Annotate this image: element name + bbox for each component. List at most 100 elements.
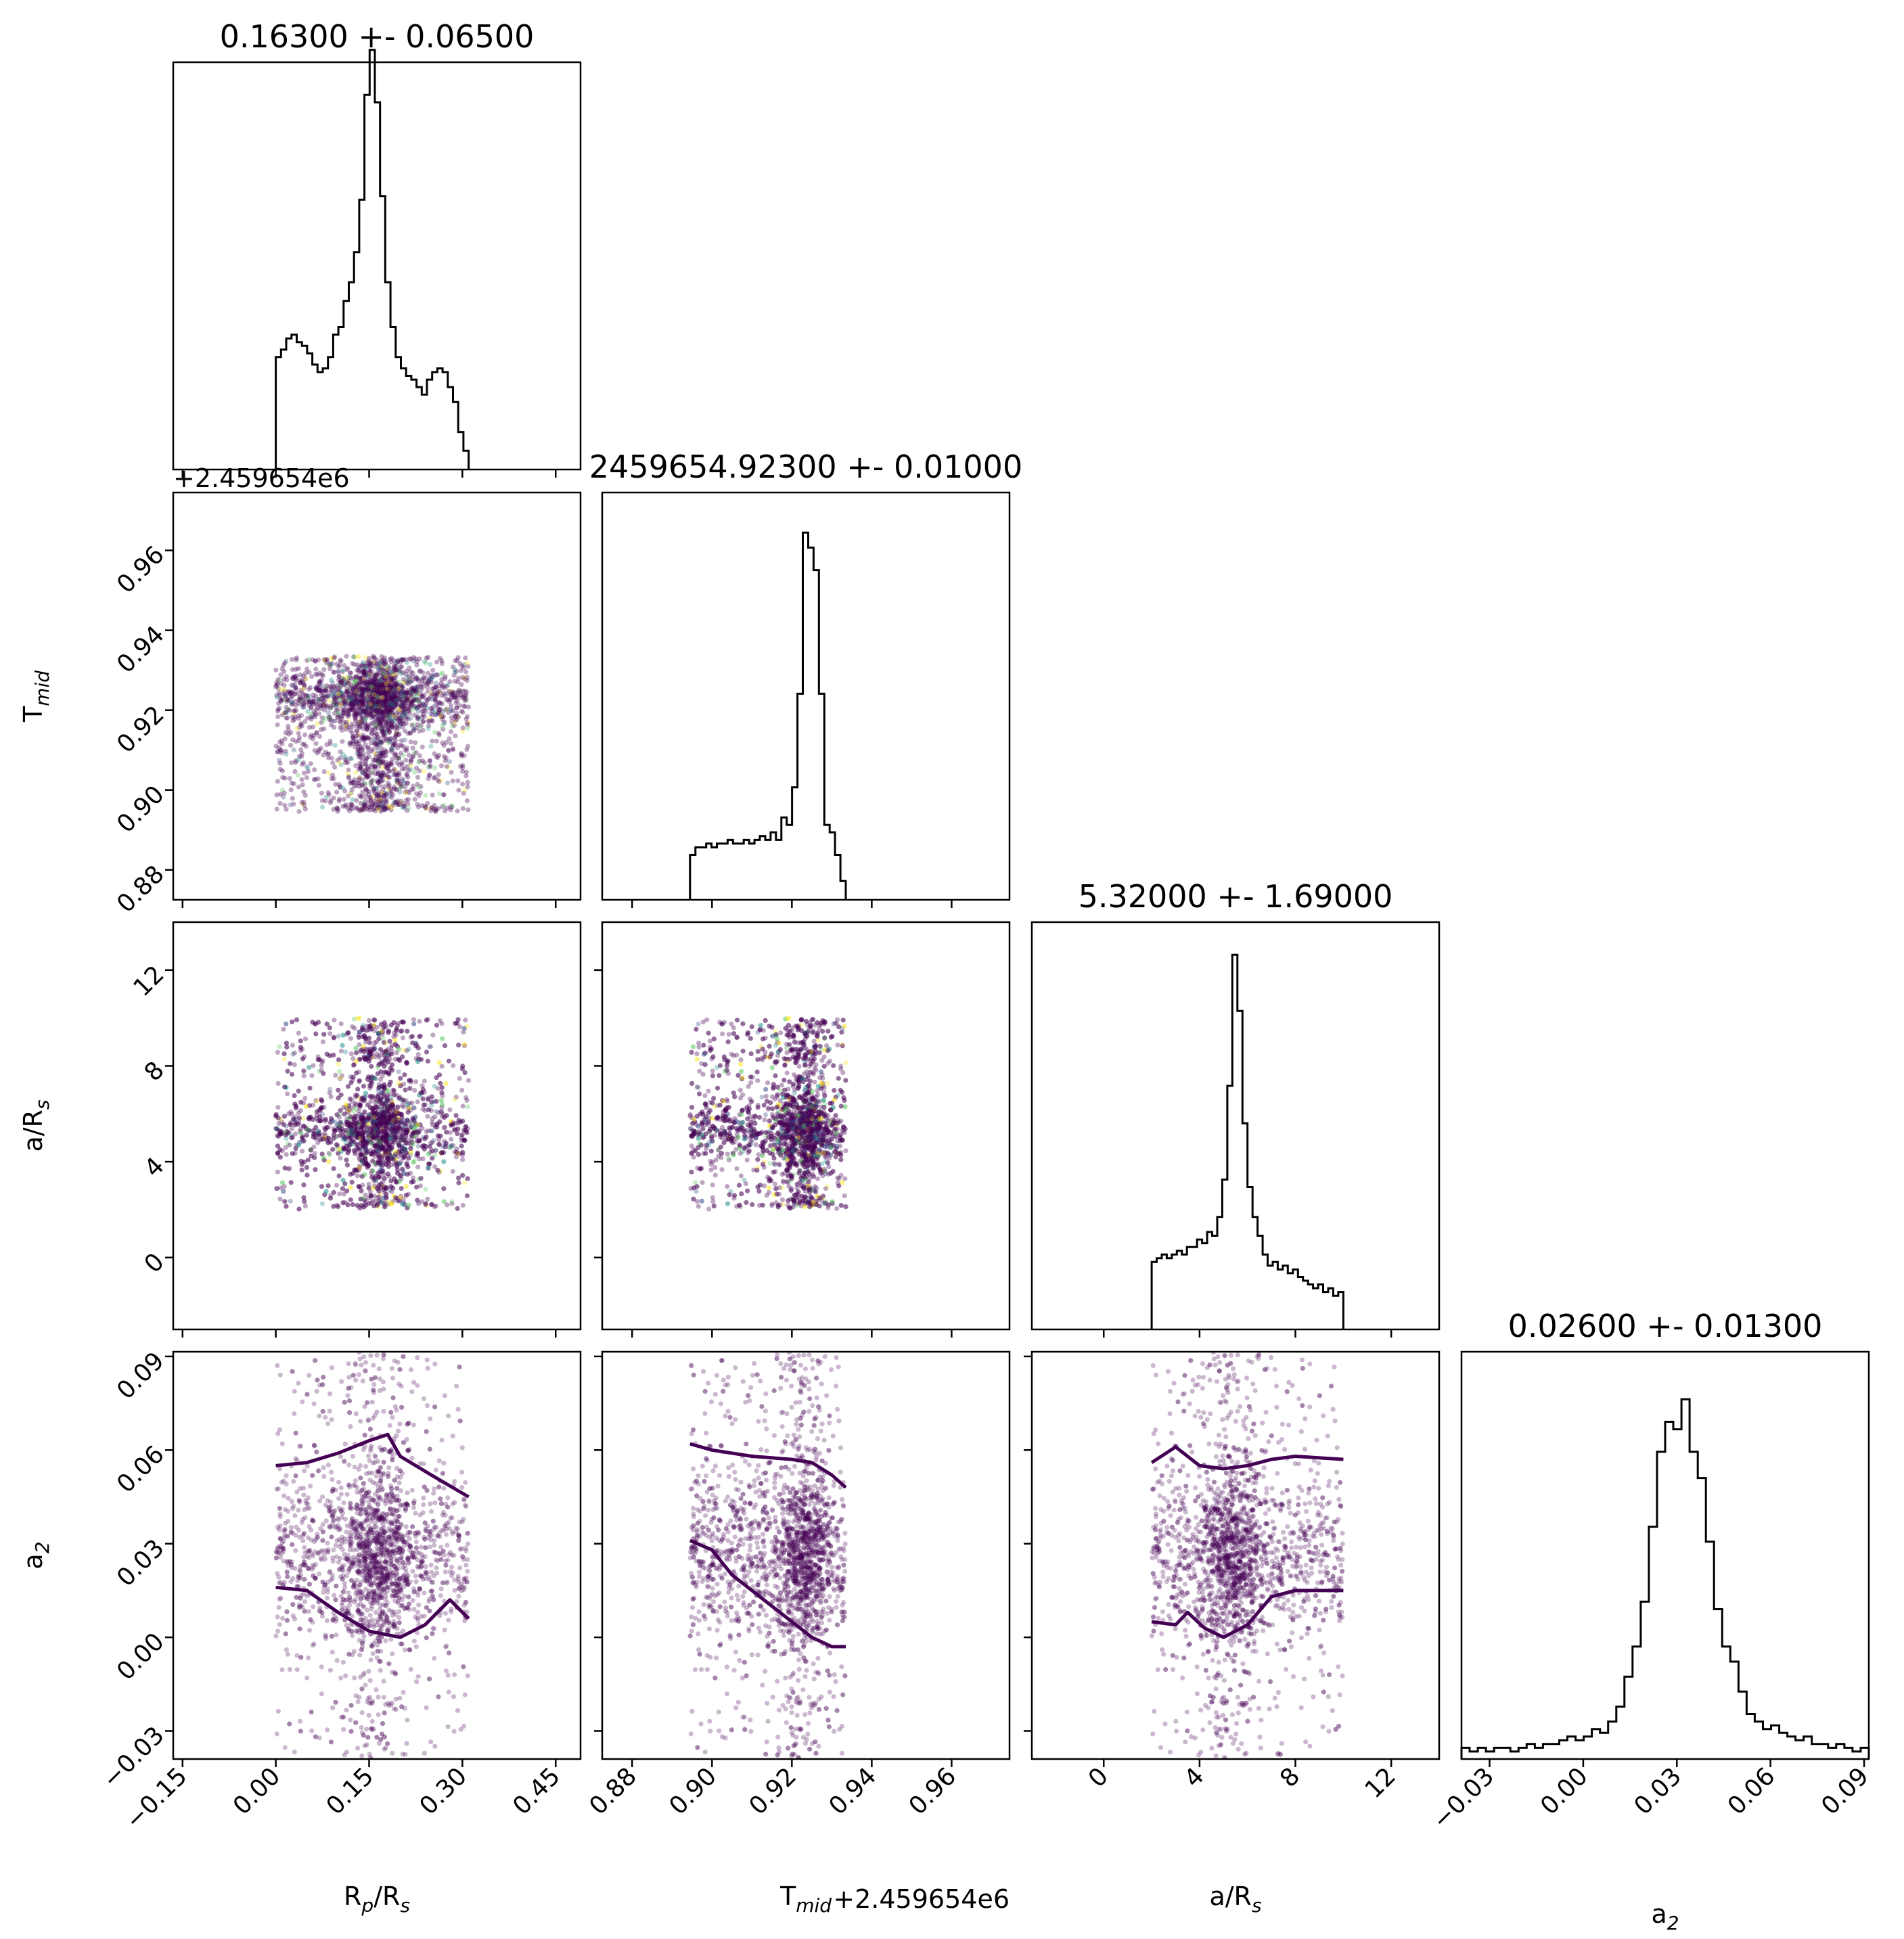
scatter-point [423,1187,428,1192]
scatter-point [376,719,382,725]
scatter-point [452,720,457,725]
scatter-point [399,798,404,804]
scatter-point [407,790,412,796]
scatter-point [367,1082,373,1088]
scatter-point [450,689,455,695]
scatter-point [390,691,395,696]
scatter-point [456,788,461,793]
scatter-point [464,678,470,683]
scatter-point [353,701,359,706]
scatter-point [410,670,415,676]
scatter-point [368,1193,373,1199]
scatter-point [357,1165,362,1170]
scatter-point [440,804,445,810]
scatter-point [349,695,355,701]
scatter-point [361,668,367,673]
scatter-point [371,702,377,708]
scatter-point [413,697,420,702]
scatter-point [400,1097,405,1103]
scatter-point [463,716,469,722]
scatter-point [408,704,413,710]
scatter-point [361,660,366,665]
scatter-point [369,672,376,678]
scatter-point [381,708,386,714]
scatter-point [393,687,399,693]
scatter-point [303,692,309,698]
scatter-point [338,716,344,721]
scatter-point [463,769,470,775]
scatter-point [367,684,372,689]
scatter-point [404,773,409,778]
scatter-point [393,703,399,708]
scatter-point [465,1104,471,1110]
scatter-point [365,774,370,779]
scatter-point [345,1202,350,1208]
scatter-point [405,675,411,680]
scatter-point [405,716,411,722]
scatter-point [365,704,371,710]
scatter-point [433,684,438,689]
scatter-point [361,807,367,813]
scatter-point [284,710,289,716]
scatter-point [381,728,386,733]
scatter-point [420,694,425,700]
scatter-point [338,658,343,663]
scatter-point [458,764,463,769]
scatter-point [332,685,338,690]
scatter-point [388,688,394,693]
scatter-point [386,710,392,715]
scatter-point [427,765,432,770]
scatter-point [378,709,384,714]
scatter-point [333,689,338,695]
scatter-point [456,675,461,681]
scatter-point [388,805,394,811]
scatter-point [290,683,296,689]
scatter-point [345,666,350,671]
scatter-point [403,721,409,726]
scatter-point [376,666,381,672]
scatter-point [336,675,342,680]
scatter-point [345,794,351,799]
scatter-point [368,736,373,742]
scatter-point [355,747,361,752]
scatter-point [448,804,453,810]
scatter-point [408,679,413,685]
scatter-point [378,1167,384,1172]
scatter-point [311,699,316,705]
scatter-point [367,677,373,683]
scatter-point [411,687,416,693]
scatter-point [350,687,356,692]
scatter-point [367,795,373,800]
scatter-point [362,724,367,729]
scatter-point [409,758,414,763]
scatter-point [371,679,376,685]
scatter-point [300,697,306,703]
scatter-point [401,657,406,662]
scatter-point [356,720,362,725]
scatter-point [413,706,420,711]
scatter-point [424,701,429,706]
scatter-point [437,689,443,694]
scatter-point [357,775,362,781]
scatter-point [344,1158,349,1163]
scatter-point [319,727,324,732]
scatter-point [326,792,332,798]
scatter-point [288,1198,293,1204]
scatter-point [356,731,362,737]
scatter-point [290,737,296,742]
scatter-point [422,760,427,766]
scatter-point [375,1131,380,1137]
scatter-point [389,691,394,697]
scatter-point [298,1131,304,1136]
scatter-point [437,708,443,713]
scatter-point [282,660,288,666]
scatter-point [296,716,302,721]
scatter-point [460,1149,466,1155]
scatter-point [321,693,327,699]
scatter-point [449,691,454,696]
scatter-point [388,693,393,699]
scatter-point [383,691,388,696]
scatter-point [323,703,328,708]
scatter-point [320,1039,325,1045]
scatter-point [365,726,370,731]
